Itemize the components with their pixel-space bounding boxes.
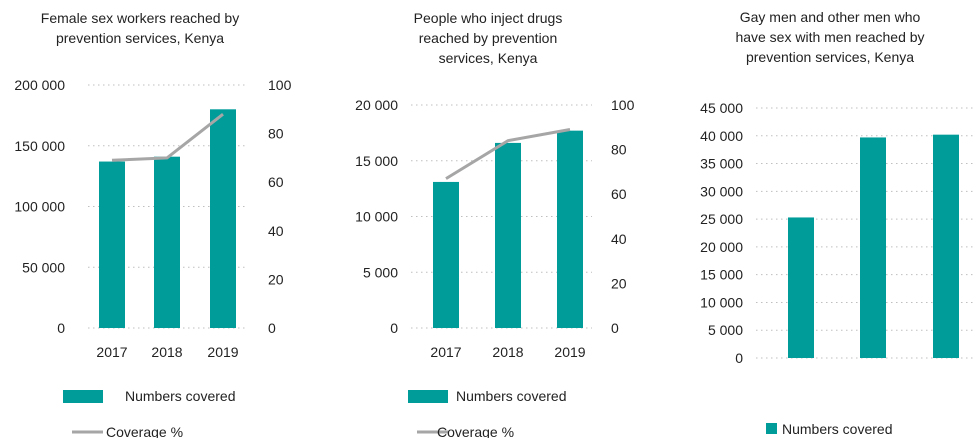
- chart-title-line: Gay men and other men who: [740, 9, 921, 25]
- y-tick-label: 100 000: [14, 199, 65, 215]
- chart-1: Female sex workers reached by prevention …: [14, 10, 291, 438]
- x-tick-label: 2017: [96, 344, 127, 360]
- coverage-line: [445, 128, 571, 180]
- legend-bar-label: Numbers covered: [782, 421, 893, 437]
- y2-tick-label: 80: [611, 142, 627, 158]
- y2-tick-label: 40: [268, 223, 284, 239]
- y-tick-label: 5 000: [708, 322, 743, 338]
- y-tick-label: 45 000: [700, 100, 743, 116]
- y-tick-label: 0: [390, 320, 398, 336]
- y-tick-label: 50 000: [22, 259, 65, 275]
- bar: [495, 142, 521, 328]
- y-tick-label: 25 000: [700, 211, 743, 227]
- y-tick-label: 35 000: [700, 156, 743, 172]
- x-tick-label: 2018: [492, 344, 523, 360]
- coverage-line: [111, 113, 224, 162]
- y-tick-label: 5 000: [363, 264, 398, 280]
- y-tick-label: 150 000: [14, 138, 65, 154]
- y2-tick-label: 60: [268, 174, 284, 190]
- bar: [860, 137, 886, 358]
- chart-title-line: People who inject drugs: [414, 10, 563, 26]
- y-tick-label: 30 000: [700, 183, 743, 199]
- y-tick-label: 20 000: [700, 239, 743, 255]
- chart-title-line: prevention services, Kenya: [746, 49, 914, 65]
- bar: [210, 109, 236, 328]
- y2-tick-label: 0: [611, 320, 619, 336]
- chart-title-line: services, Kenya: [439, 50, 538, 66]
- legend: Numbers covered: [766, 421, 893, 437]
- y-tick-label: 0: [735, 350, 743, 366]
- y2-tick-label: 100: [611, 97, 635, 113]
- chart-title-line: prevention services, Kenya: [56, 30, 224, 46]
- chart-3: Gay men and other men who have sex with m…: [700, 9, 976, 437]
- x-tick-label: 2019: [207, 344, 238, 360]
- y-tick-label: 200 000: [14, 77, 65, 93]
- x-tick-label: 2017: [430, 344, 461, 360]
- legend-bar-swatch: [766, 423, 777, 434]
- y2-tick-label: 0: [268, 320, 276, 336]
- legend-bar-swatch: [408, 390, 448, 403]
- y-tick-label: 15 000: [700, 267, 743, 283]
- y-tick-label: 10 000: [700, 294, 743, 310]
- chart-2: People who inject drugs reached by preven…: [355, 10, 634, 438]
- bar: [933, 134, 959, 358]
- y2-tick-label: 60: [611, 186, 627, 202]
- y-tick-label: 40 000: [700, 128, 743, 144]
- legend-bar-label: Numbers covered: [456, 388, 567, 404]
- chart-title-line: reached by prevention: [419, 30, 558, 46]
- y-tick-label: 20 000: [355, 97, 398, 113]
- bar: [154, 156, 180, 328]
- chart-title-line: Female sex workers reached by: [41, 10, 239, 26]
- legend-line-label: Coverage %: [437, 424, 514, 438]
- y-tick-label: 10 000: [355, 209, 398, 225]
- y-tick-label: 15 000: [355, 153, 398, 169]
- x-tick-label: 2018: [151, 344, 182, 360]
- y2-tick-label: 80: [268, 126, 284, 142]
- y2-tick-label: 40: [611, 231, 627, 247]
- legend: Numbers covered Coverage %: [63, 388, 236, 438]
- legend: Numbers covered Coverage %: [408, 388, 567, 438]
- bar: [433, 181, 459, 328]
- bar: [99, 161, 125, 328]
- y2-tick-label: 20: [611, 275, 627, 291]
- chart-title-line: have sex with men reached by: [735, 29, 924, 45]
- y-tick-label: 0: [57, 320, 65, 336]
- y2-tick-label: 20: [268, 271, 284, 287]
- bar: [557, 130, 583, 328]
- x-tick-label: 2019: [554, 344, 585, 360]
- legend-bar-label: Numbers covered: [125, 388, 236, 404]
- legend-line-label: Coverage %: [106, 424, 183, 438]
- bar: [788, 217, 814, 358]
- y2-tick-label: 100: [268, 77, 292, 93]
- legend-bar-swatch: [63, 390, 103, 403]
